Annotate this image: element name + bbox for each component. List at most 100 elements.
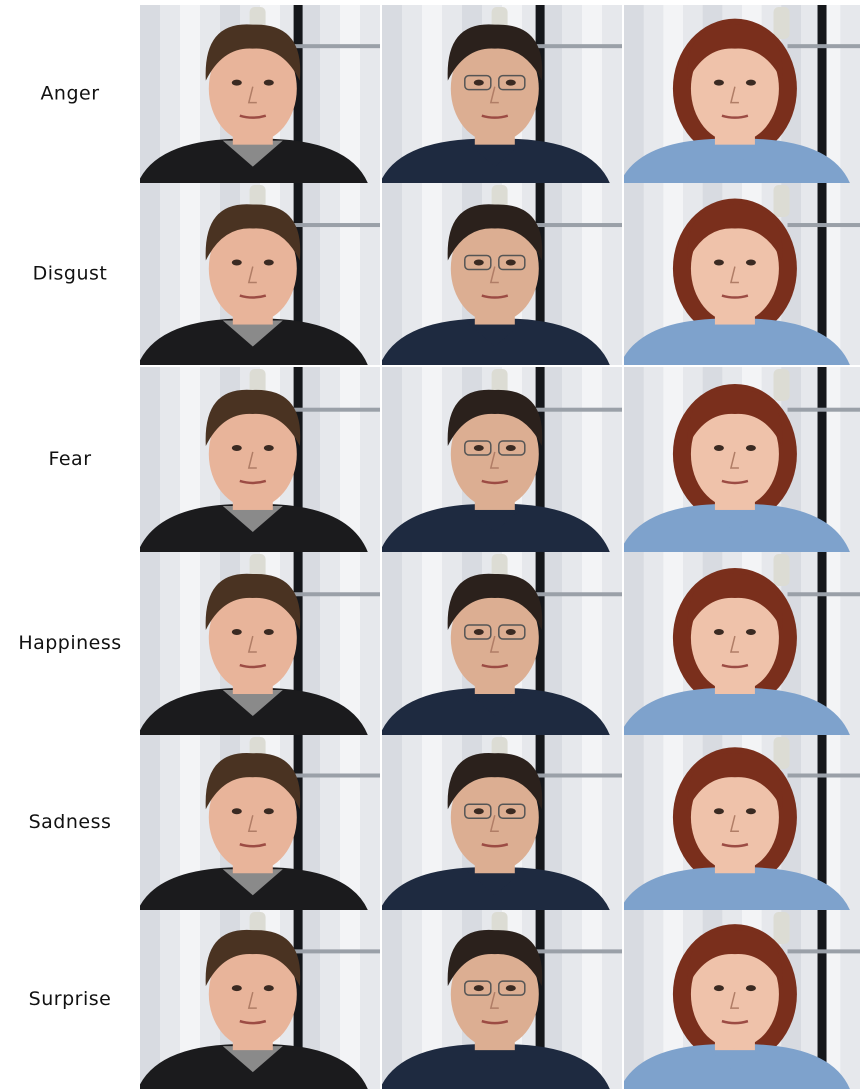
lamp xyxy=(773,7,790,39)
collar xyxy=(704,869,765,896)
eye xyxy=(505,444,516,451)
mouth xyxy=(239,294,267,299)
pole xyxy=(535,735,545,910)
photo-content xyxy=(382,910,622,1089)
nose xyxy=(489,86,499,104)
wall-panel xyxy=(180,367,200,552)
glasses xyxy=(498,980,526,996)
pole xyxy=(817,910,827,1089)
photo-content xyxy=(624,735,860,910)
lamp xyxy=(773,369,790,401)
row-label: Sadness xyxy=(29,811,112,833)
wall-panel xyxy=(542,552,562,735)
rod xyxy=(263,773,380,778)
hair-top xyxy=(205,389,301,446)
pole xyxy=(535,183,545,365)
photo xyxy=(140,5,380,183)
pole xyxy=(535,5,545,183)
mouth xyxy=(481,294,509,299)
wall-panel xyxy=(582,735,602,910)
photo-content xyxy=(624,552,860,735)
photo-content xyxy=(382,183,622,365)
photo-content xyxy=(624,367,860,552)
pole xyxy=(535,552,545,735)
eye xyxy=(231,444,242,451)
eye xyxy=(473,259,484,266)
nose xyxy=(247,266,257,284)
nose xyxy=(489,815,499,832)
eye xyxy=(713,79,724,86)
mouth xyxy=(721,479,749,485)
eye xyxy=(263,259,274,266)
eye xyxy=(473,985,484,992)
photo xyxy=(624,183,860,365)
wall-panel xyxy=(140,910,160,1089)
collar xyxy=(704,690,765,717)
mouth xyxy=(481,843,509,848)
wall-panel xyxy=(422,735,442,910)
pole xyxy=(817,5,827,183)
collar xyxy=(464,1046,525,1073)
photo xyxy=(382,552,622,735)
pole xyxy=(293,183,303,365)
mouth xyxy=(721,843,749,848)
wall-panel xyxy=(422,552,442,735)
pole xyxy=(535,367,545,552)
eye xyxy=(505,629,516,636)
pole xyxy=(293,735,303,910)
wall-panel xyxy=(624,5,644,183)
wall-panel xyxy=(140,183,160,365)
eye xyxy=(231,79,242,86)
nose xyxy=(729,635,739,653)
mouth xyxy=(239,663,267,669)
wall-panel xyxy=(624,367,644,552)
hair-top xyxy=(687,204,783,261)
collar xyxy=(222,320,283,347)
collar xyxy=(704,140,765,167)
hair-top xyxy=(205,573,301,631)
eye xyxy=(713,985,724,992)
glasses xyxy=(498,440,526,456)
wall-panel xyxy=(140,735,160,910)
photo xyxy=(624,552,860,735)
rod xyxy=(787,223,860,228)
wall-panel xyxy=(340,5,360,183)
eye xyxy=(473,808,484,815)
collar xyxy=(464,690,525,717)
wall-panel xyxy=(140,5,160,183)
mouth xyxy=(721,114,749,119)
eye xyxy=(263,985,274,992)
eye xyxy=(745,629,756,636)
nose xyxy=(247,451,257,469)
nose xyxy=(247,635,257,653)
photo xyxy=(382,183,622,365)
eye xyxy=(231,629,242,636)
wall-panel xyxy=(340,552,360,735)
wall-panel xyxy=(422,183,442,365)
nose xyxy=(729,815,739,832)
photo xyxy=(140,552,380,735)
photo-content xyxy=(140,552,380,735)
rod xyxy=(787,949,860,954)
row-label: Disgust xyxy=(33,263,108,285)
lamp xyxy=(773,554,790,586)
wall-panel xyxy=(300,5,320,183)
collar xyxy=(222,505,283,532)
wall-panel xyxy=(382,552,402,735)
photo-content xyxy=(624,183,860,365)
rod xyxy=(505,949,622,954)
hair-top xyxy=(447,24,543,81)
photo xyxy=(624,5,860,183)
wall-panel xyxy=(582,5,602,183)
collar xyxy=(222,140,283,167)
photo xyxy=(382,367,622,552)
hair-top xyxy=(447,204,543,261)
rod xyxy=(263,223,380,228)
pole xyxy=(817,552,827,735)
nose xyxy=(729,991,739,1009)
wall-panel xyxy=(140,367,160,552)
eye xyxy=(713,629,724,636)
nose xyxy=(247,815,257,832)
wall-panel xyxy=(582,910,602,1089)
rod xyxy=(505,44,622,49)
